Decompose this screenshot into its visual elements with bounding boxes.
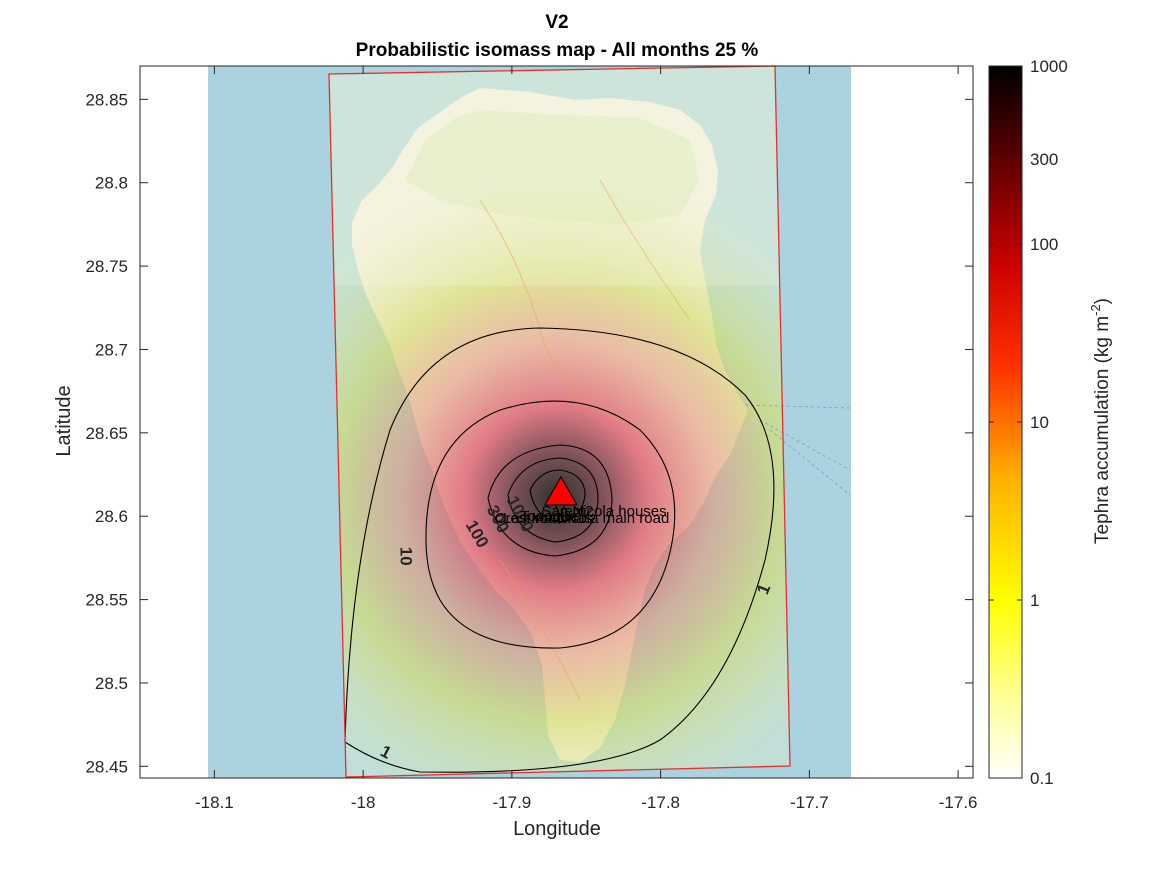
y-axis-label: Latitude bbox=[53, 385, 75, 456]
y-tick-label: 28.6 bbox=[95, 507, 128, 526]
colorbar: 0.1 1 10 100 300 1000 Tephra accumulation (kg… bbox=[988, 57, 1113, 788]
colorbar-label: Tephra accumulation (kg m-2) bbox=[1088, 298, 1113, 544]
colorbar-label-exponent: -2 bbox=[1088, 304, 1103, 316]
y-tick-label: 28.7 bbox=[95, 340, 128, 359]
x-axis-label: Longitude bbox=[513, 818, 601, 840]
contour-10 bbox=[425, 400, 676, 649]
x-tick-label: -18.1 bbox=[195, 793, 234, 812]
x-tick-label: -17.8 bbox=[641, 793, 680, 812]
road-lines bbox=[479, 179, 691, 701]
x-tick-label: -17.9 bbox=[493, 793, 532, 812]
y-tick-label: 28.8 bbox=[95, 174, 128, 193]
contour-1000 bbox=[529, 469, 586, 523]
colorbar-tick-label: 100 bbox=[1030, 235, 1058, 254]
contour-300 bbox=[507, 457, 599, 543]
x-axis: -18.1 -18 -17.9 -17.8 -17.7 -17.6 bbox=[195, 66, 978, 812]
sea-route bbox=[744, 404, 851, 496]
y-tick-label: 28.65 bbox=[85, 424, 128, 443]
colorbar-tick-label: 1 bbox=[1030, 591, 1039, 610]
y-axis: 28.45 28.5 28.55 28.6 28.65 28.7 28.75 28.8 28.8… bbox=[85, 90, 973, 776]
point-label: Todoque bbox=[520, 508, 578, 525]
point-label: San Nicola houses bbox=[542, 503, 667, 520]
y-tick-label: 28.55 bbox=[85, 591, 128, 610]
colorbar-tick-label: 300 bbox=[1030, 150, 1058, 169]
figure-subtitle: Probabilistic isomass map - All months 2… bbox=[356, 40, 759, 61]
colorbar-label-suffix: ) bbox=[1092, 298, 1113, 304]
contour-label: 10 bbox=[396, 547, 415, 566]
domain-outline bbox=[328, 65, 791, 778]
x-tick-label: -17.7 bbox=[790, 793, 829, 812]
point-label: Las Manchas bbox=[503, 510, 592, 527]
x-tick-label: -18 bbox=[351, 793, 376, 812]
axes-frame bbox=[139, 65, 974, 779]
contour-100 bbox=[487, 444, 613, 557]
colorbar-tick-label: 10 bbox=[1030, 413, 1049, 432]
hazard-field bbox=[329, 66, 790, 777]
point-label: Vent2 bbox=[555, 503, 593, 520]
y-tick-label: 28.75 bbox=[85, 257, 128, 276]
point-label: Nicola main road bbox=[557, 510, 670, 527]
point-label: Crest road bbox=[495, 510, 565, 527]
isomass-contours bbox=[344, 327, 775, 773]
colorbar-gradient bbox=[988, 65, 1023, 779]
northern-low-field bbox=[329, 66, 790, 286]
y-tick-label: 28.45 bbox=[85, 757, 128, 776]
colorbar-tick-label: 1000 bbox=[1030, 57, 1068, 76]
y-tick-label: 28.5 bbox=[95, 674, 128, 693]
colorbar-tick-label: 0.1 bbox=[1030, 769, 1054, 788]
contour-1 bbox=[344, 327, 775, 773]
colorbar-ticks: 0.1 1 10 100 300 1000 bbox=[989, 57, 1068, 788]
figure-title: V2 bbox=[545, 12, 568, 33]
x-tick-label: -17.6 bbox=[939, 793, 978, 812]
colorbar-label-text: Tephra accumulation (kg m bbox=[1092, 316, 1113, 544]
vent-marker bbox=[544, 475, 578, 506]
y-tick-label: 28.85 bbox=[85, 90, 128, 109]
